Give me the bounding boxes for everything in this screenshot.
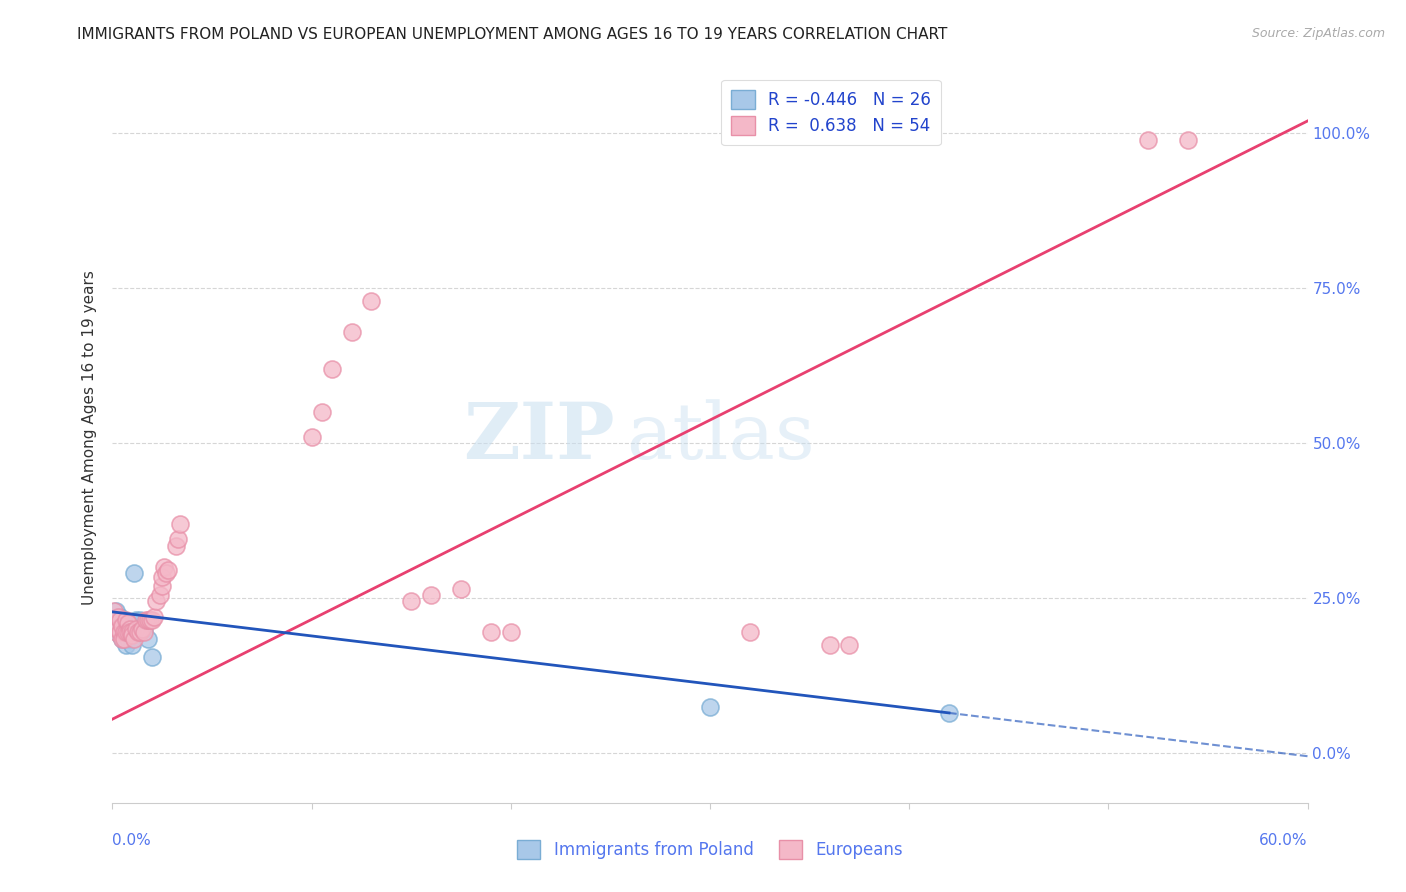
Point bbox=[818, 638, 841, 652]
Legend: Immigrants from Poland, Europeans: Immigrants from Poland, Europeans bbox=[509, 831, 911, 868]
Point bbox=[121, 632, 143, 646]
Point bbox=[1177, 132, 1199, 146]
Point bbox=[120, 625, 142, 640]
Point bbox=[129, 625, 152, 640]
Point bbox=[699, 699, 721, 714]
Point bbox=[124, 632, 146, 646]
Text: atlas: atlas bbox=[627, 400, 815, 475]
Point bbox=[105, 625, 128, 640]
Point bbox=[114, 632, 135, 646]
Point bbox=[340, 325, 363, 339]
Point bbox=[134, 625, 156, 640]
Point bbox=[114, 625, 135, 640]
Point bbox=[117, 622, 139, 636]
Point bbox=[499, 625, 522, 640]
Point bbox=[115, 625, 138, 640]
Text: Source: ZipAtlas.com: Source: ZipAtlas.com bbox=[1251, 27, 1385, 40]
Point bbox=[127, 625, 149, 640]
Point bbox=[138, 613, 160, 627]
Point bbox=[129, 613, 152, 627]
Point bbox=[139, 613, 162, 627]
Point bbox=[450, 582, 472, 596]
Point bbox=[155, 566, 177, 581]
Point bbox=[738, 625, 761, 640]
Point bbox=[131, 622, 153, 636]
Point bbox=[125, 622, 148, 636]
Point bbox=[321, 362, 343, 376]
Point bbox=[401, 594, 423, 608]
Point bbox=[141, 613, 163, 627]
Point bbox=[150, 579, 173, 593]
Point bbox=[143, 610, 166, 624]
Point bbox=[105, 604, 128, 618]
Point bbox=[110, 610, 132, 624]
Point bbox=[115, 638, 138, 652]
Point bbox=[938, 706, 960, 720]
Point bbox=[157, 563, 180, 577]
Point bbox=[153, 560, 176, 574]
Point bbox=[115, 619, 138, 633]
Point bbox=[121, 628, 143, 642]
Point bbox=[107, 610, 129, 624]
Point bbox=[114, 625, 135, 640]
Point bbox=[111, 622, 134, 636]
Point bbox=[301, 430, 323, 444]
Point bbox=[169, 516, 191, 531]
Point bbox=[107, 622, 129, 636]
Point bbox=[124, 566, 146, 581]
Y-axis label: Unemployment Among Ages 16 to 19 years: Unemployment Among Ages 16 to 19 years bbox=[82, 269, 97, 605]
Point bbox=[135, 613, 157, 627]
Point bbox=[120, 619, 142, 633]
Point bbox=[479, 625, 502, 640]
Point bbox=[107, 615, 129, 630]
Point bbox=[311, 405, 333, 419]
Point bbox=[120, 622, 142, 636]
Point bbox=[114, 613, 135, 627]
Point bbox=[110, 625, 132, 640]
Point bbox=[117, 615, 139, 630]
Text: ZIP: ZIP bbox=[463, 399, 614, 475]
Point bbox=[360, 293, 382, 308]
Point bbox=[111, 632, 134, 646]
Point bbox=[107, 625, 129, 640]
Point bbox=[165, 539, 187, 553]
Point bbox=[117, 625, 139, 640]
Point bbox=[103, 604, 125, 618]
Point bbox=[145, 594, 167, 608]
Point bbox=[167, 533, 190, 547]
Point bbox=[838, 638, 860, 652]
Point bbox=[121, 638, 143, 652]
Point bbox=[141, 650, 163, 665]
Point bbox=[111, 632, 134, 646]
Point bbox=[103, 613, 125, 627]
Point bbox=[115, 613, 138, 627]
Point bbox=[150, 569, 173, 583]
Point bbox=[134, 622, 156, 636]
Point bbox=[149, 588, 172, 602]
Text: 60.0%: 60.0% bbox=[1260, 833, 1308, 848]
Text: IMMIGRANTS FROM POLAND VS EUROPEAN UNEMPLOYMENT AMONG AGES 16 TO 19 YEARS CORREL: IMMIGRANTS FROM POLAND VS EUROPEAN UNEMP… bbox=[77, 27, 948, 42]
Point bbox=[125, 613, 148, 627]
Point bbox=[121, 625, 143, 640]
Point bbox=[1137, 132, 1160, 146]
Point bbox=[117, 632, 139, 646]
Text: 0.0%: 0.0% bbox=[112, 833, 152, 848]
Point bbox=[111, 619, 134, 633]
Point bbox=[120, 625, 142, 640]
Point bbox=[138, 632, 160, 646]
Point bbox=[110, 613, 132, 627]
Point bbox=[420, 588, 443, 602]
Point bbox=[110, 628, 132, 642]
